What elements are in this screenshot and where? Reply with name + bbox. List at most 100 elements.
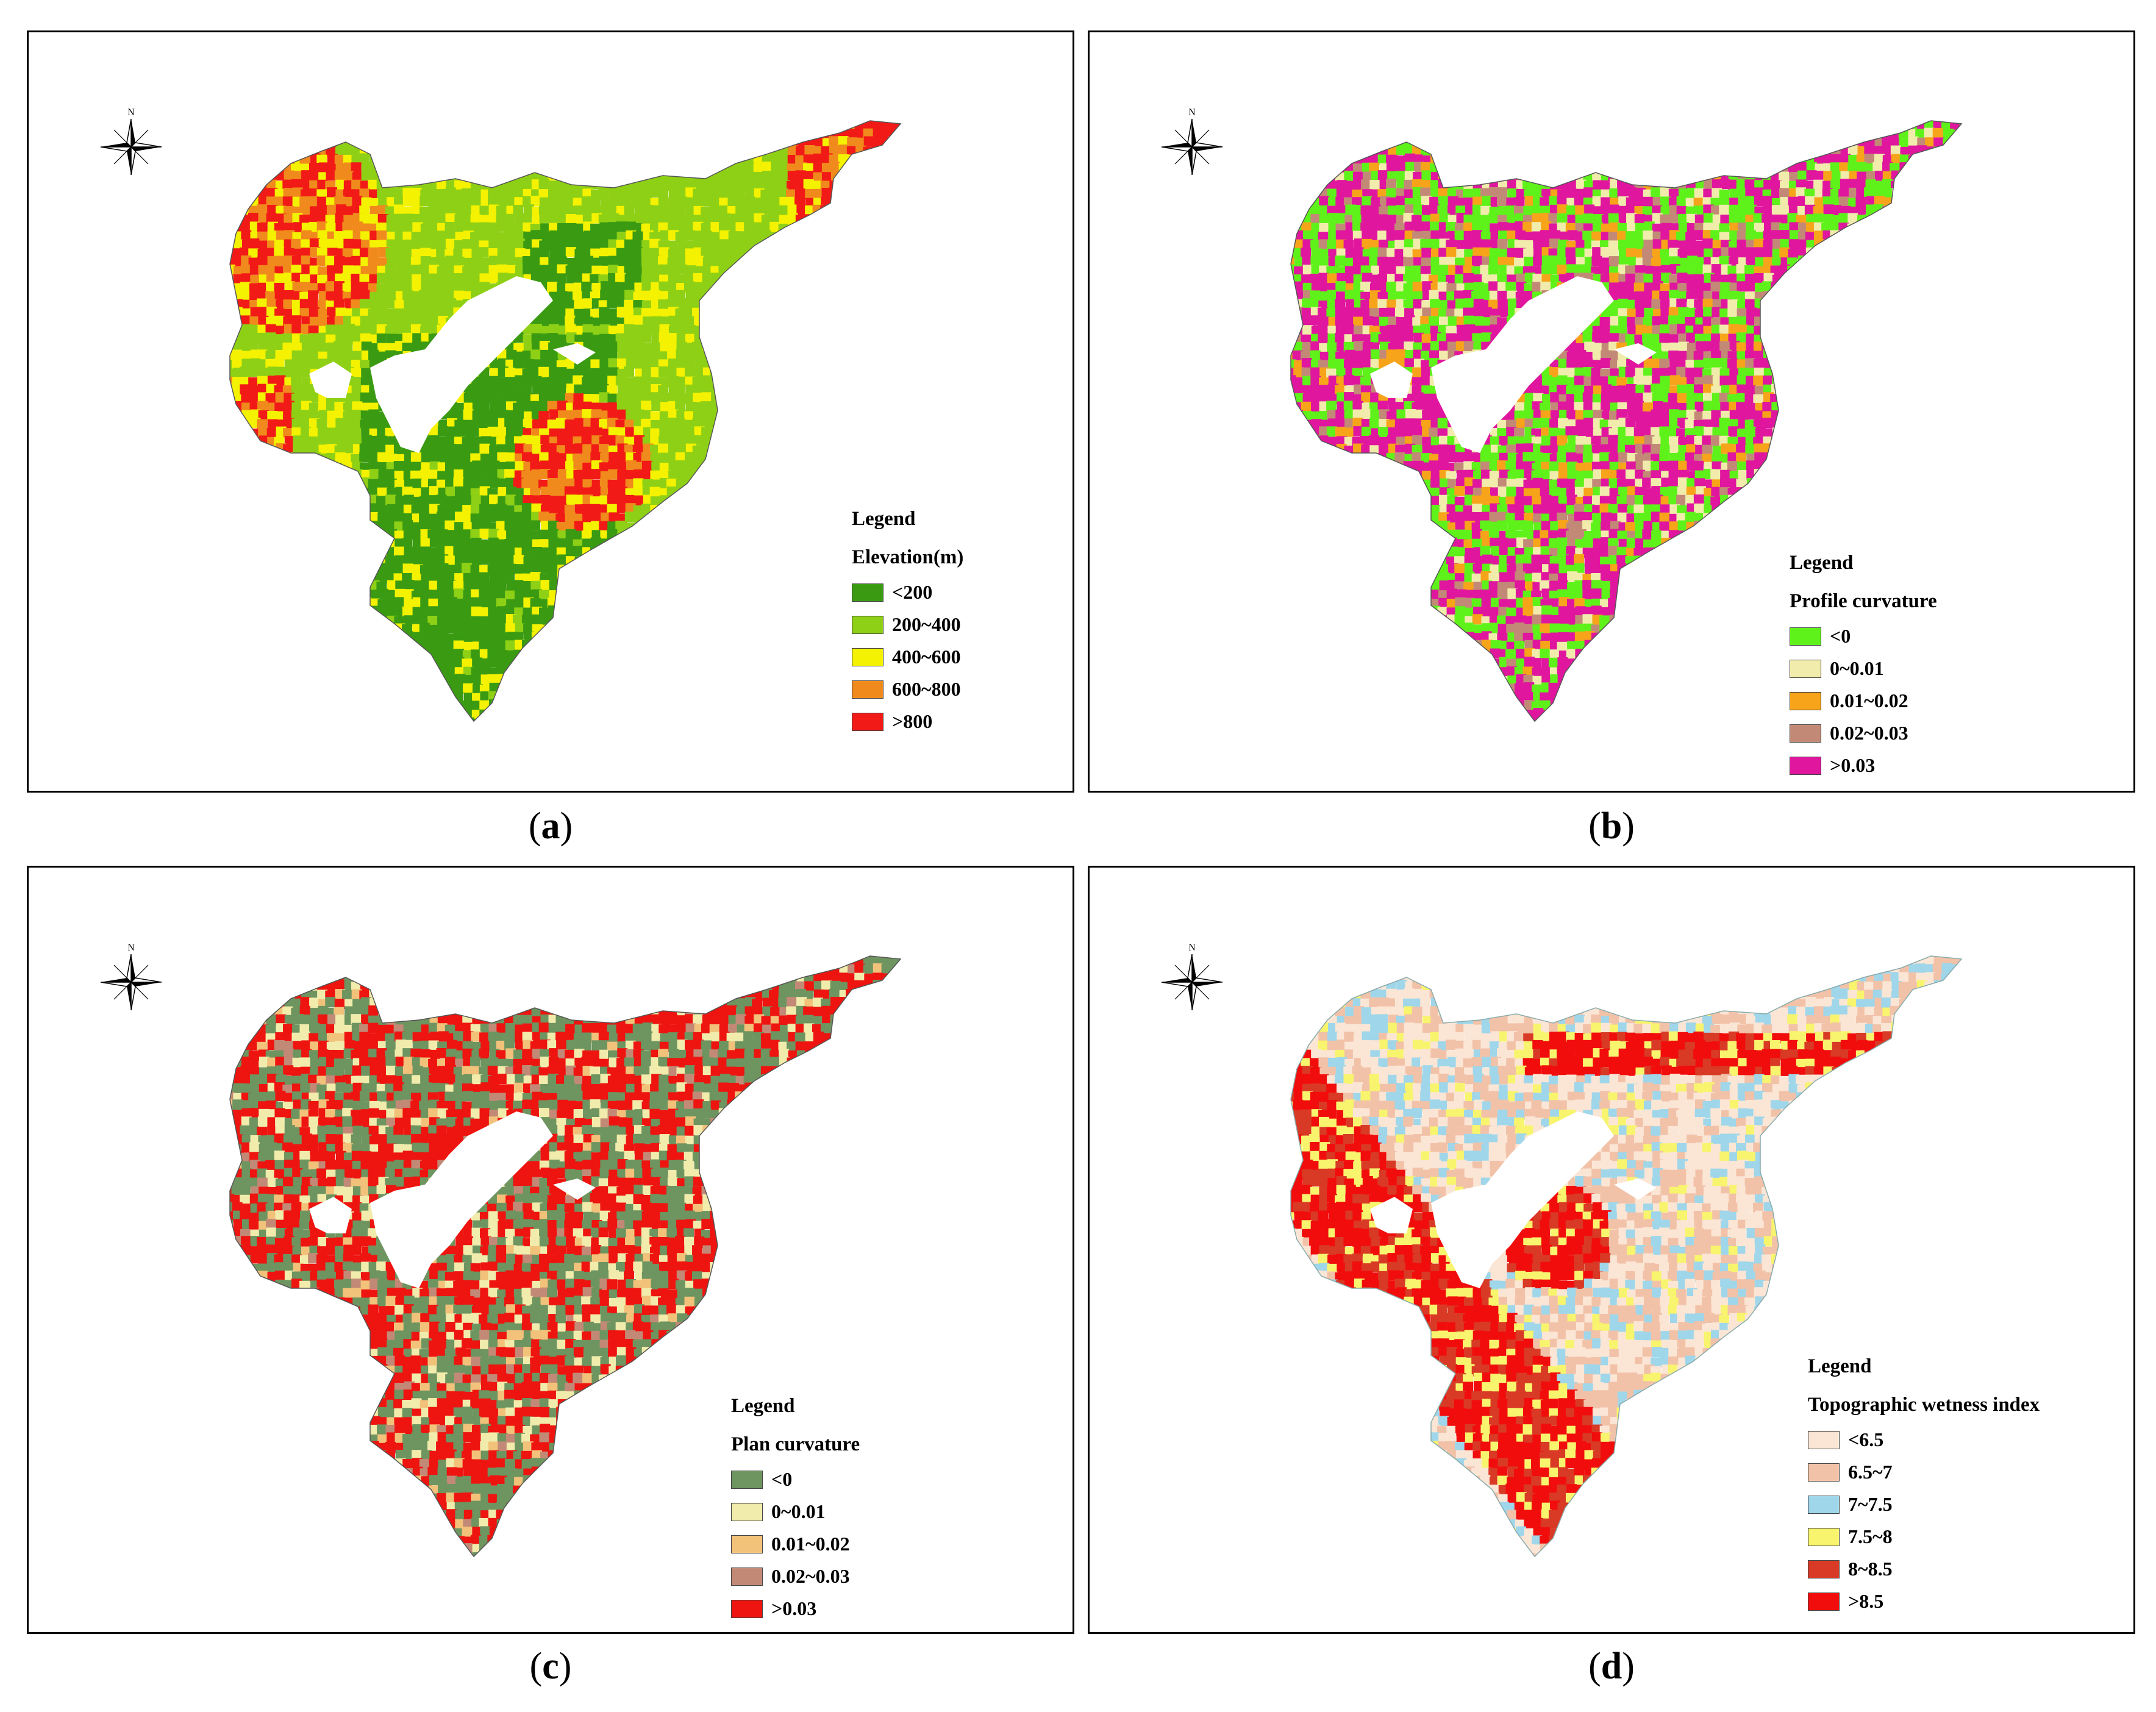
- compass-label: N: [1188, 943, 1196, 953]
- unmapped-area: [309, 1197, 352, 1233]
- legend-item: 600~800: [852, 673, 963, 705]
- plan-curvature-map: [229, 955, 902, 1558]
- legend-title: Legend: [852, 508, 963, 530]
- compass-label: N: [1188, 107, 1196, 118]
- north-arrow-icon: N: [100, 107, 162, 176]
- legend-swatch: [1808, 1430, 1840, 1449]
- legend-swatch: [1790, 659, 1821, 678]
- legend-label: <6.5: [1848, 1428, 1883, 1451]
- study-area-boundary: [229, 120, 902, 722]
- legend-swatch: [1808, 1495, 1840, 1514]
- caption-d: (d): [1490, 1645, 1733, 1688]
- legend-swatch: [1808, 1560, 1840, 1578]
- legend-label: 6.5~7: [1848, 1461, 1893, 1483]
- legend-item: 0.02~0.03: [1790, 717, 1937, 749]
- elevation-map: [229, 120, 902, 722]
- legend-label: <200: [892, 581, 932, 604]
- legend-label: 7~7.5: [1848, 1493, 1893, 1516]
- unmapped-area: [553, 343, 596, 365]
- map-panel-profile-curvature: N Legend Profile curvature <0 0~0.01 0.01~…: [1088, 30, 2135, 793]
- legend-swatch: [852, 647, 883, 666]
- legend-label: >0.03: [771, 1597, 816, 1620]
- study-area-boundary: [1290, 120, 1963, 722]
- legend: Legend Topographic wetness index <6.5 6.5…: [1808, 1355, 2040, 1617]
- legend-title: Legend: [1790, 552, 1937, 574]
- caption-b: (b): [1490, 805, 1733, 848]
- legend-label: 0.01~0.02: [1830, 690, 1908, 712]
- legend-swatch: [1808, 1463, 1840, 1482]
- raster-cells: [230, 121, 901, 721]
- legend-item: 6.5~7: [1808, 1456, 2040, 1488]
- legend-label: 8~8.5: [1848, 1558, 1893, 1580]
- caption-a: (a): [429, 805, 673, 848]
- unmapped-area: [553, 1179, 596, 1200]
- legend-swatch: [852, 615, 883, 634]
- legend-swatch: [852, 712, 883, 731]
- legend-item: <0: [731, 1463, 860, 1496]
- map-panel-topographic-wetness-index: N Legend Topographic wetness index <6.5 6…: [1088, 866, 2135, 1634]
- legend-item: 0~0.01: [731, 1496, 860, 1528]
- unmapped-area: [370, 276, 553, 453]
- compass-label: N: [127, 107, 135, 118]
- unmapped-area: [1614, 343, 1657, 365]
- legend-item: <6.5: [1808, 1424, 2040, 1456]
- unmapped-area: [1431, 1111, 1614, 1288]
- north-arrow-icon: N: [100, 943, 162, 1011]
- legend-label: 0~0.01: [771, 1500, 826, 1523]
- legend-item: <0: [1790, 620, 1937, 652]
- legend-label: >8.5: [1848, 1590, 1883, 1613]
- caption-c: (c): [429, 1645, 673, 1688]
- unmapped-area: [1614, 1179, 1657, 1200]
- compass-label: N: [127, 943, 135, 953]
- legend-item: 7.5~8: [1808, 1521, 2040, 1553]
- legend-label: 0.02~0.03: [1830, 722, 1908, 744]
- legend-swatch: [731, 1470, 763, 1489]
- legend-item: 0~0.01: [1790, 652, 1937, 685]
- legend-swatch: [852, 680, 883, 699]
- legend-item: 0.01~0.02: [731, 1528, 860, 1560]
- legend-subtitle: Elevation(m): [852, 546, 963, 569]
- legend-label: <0: [771, 1468, 792, 1491]
- legend-subtitle: Topographic wetness index: [1808, 1394, 2040, 1416]
- legend-item: >8.5: [1808, 1585, 2040, 1617]
- legend-swatch: [1790, 724, 1821, 743]
- legend-item: >800: [852, 705, 963, 738]
- legend-item: 0.01~0.02: [1790, 685, 1937, 717]
- legend-label: 600~800: [892, 678, 961, 701]
- legend-swatch: [852, 583, 883, 602]
- legend-label: 400~600: [892, 646, 961, 668]
- legend-items: <200 200~400 400~600 600~800 >800: [852, 576, 963, 738]
- legend-items: <0 0~0.01 0.01~0.02 0.02~0.03 >0.03: [731, 1463, 860, 1625]
- legend: Legend Profile curvature <0 0~0.01 0.01~0.…: [1790, 552, 1937, 782]
- study-area-boundary: [229, 955, 902, 1558]
- legend-label: 7.5~8: [1848, 1525, 1893, 1548]
- twi-map: [1290, 955, 1963, 1558]
- legend-swatch: [1790, 627, 1821, 646]
- legend-item: 0.02~0.03: [731, 1560, 860, 1593]
- legend-label: >0.03: [1830, 754, 1875, 777]
- north-arrow-icon: N: [1161, 107, 1223, 176]
- legend-item: 8~8.5: [1808, 1553, 2040, 1585]
- legend-swatch: [1808, 1592, 1840, 1611]
- legend-items: <0 0~0.01 0.01~0.02 0.02~0.03 >0.03: [1790, 620, 1937, 782]
- legend-subtitle: Plan curvature: [731, 1433, 860, 1456]
- legend-label: >800: [892, 710, 932, 733]
- legend-label: 0.01~0.02: [771, 1533, 850, 1555]
- legend-label: 0.02~0.03: [771, 1565, 850, 1588]
- legend-item: >0.03: [1790, 749, 1937, 782]
- legend-swatch: [731, 1502, 763, 1521]
- unmapped-area: [1431, 276, 1614, 453]
- unmapped-area: [1370, 362, 1413, 398]
- legend-swatch: [731, 1567, 763, 1586]
- legend-label: 200~400: [892, 613, 961, 636]
- map-panel-elevation: N Legend Elevation(m) <200 200~400 400~600…: [27, 30, 1074, 793]
- legend-title: Legend: [1808, 1355, 2040, 1378]
- legend-item: <200: [852, 576, 963, 608]
- legend-swatch: [1790, 756, 1821, 775]
- legend-swatch: [1808, 1527, 1840, 1546]
- map-panel-plan-curvature: N Legend Plan curvature <0 0~0.01 0.01~0.0…: [27, 866, 1074, 1634]
- legend-subtitle: Profile curvature: [1790, 590, 1937, 613]
- study-area-boundary: [1290, 955, 1963, 1558]
- legend-title: Legend: [731, 1395, 860, 1418]
- legend-item: 200~400: [852, 608, 963, 641]
